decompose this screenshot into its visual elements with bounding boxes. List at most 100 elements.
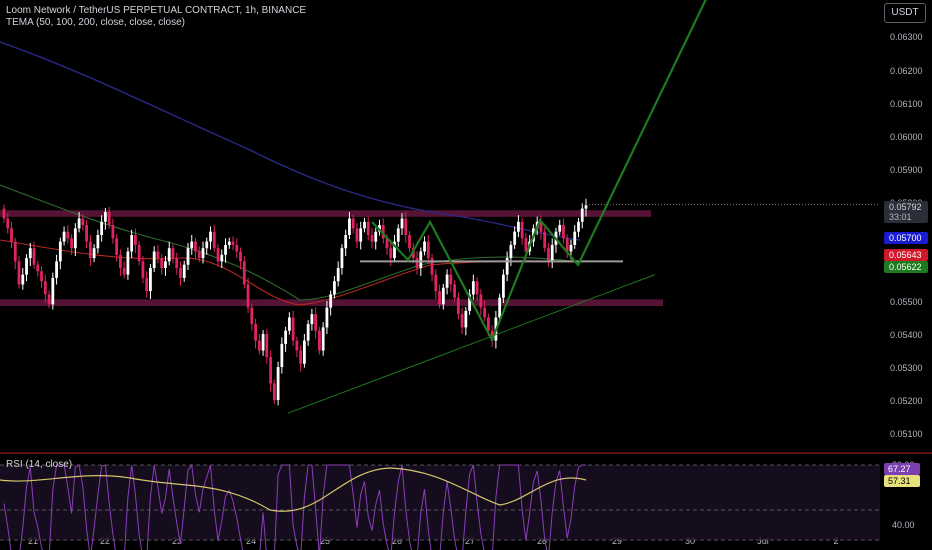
candle-body [17,261,21,285]
candle-body [344,235,348,249]
candle-body [415,258,419,268]
candle-body [584,205,588,209]
price-tick-label: 0.06100 [890,99,923,109]
time-tick-label: 25 [320,536,330,546]
time-tick-label: 30 [685,536,695,546]
currency-button[interactable]: USDT [884,3,926,23]
candle-body [475,281,479,295]
countdown-label: 33:01 [889,212,912,222]
price-tag-value: 0.05792 [889,202,922,212]
candle-body [351,218,355,229]
candle-body [122,268,126,275]
candle-body [205,241,209,249]
candle-body [295,340,299,351]
candle-body [115,238,119,255]
candle-body [318,330,321,351]
candle-body [370,235,374,242]
candle-body [152,251,156,268]
candle-body [242,261,246,285]
candle-body [336,268,340,282]
candle-body [96,235,100,249]
candle-body [464,310,468,328]
candle-body [471,281,475,295]
price-tag-bg [884,201,928,223]
tema-mid-line [0,184,581,301]
candle-body [246,284,250,308]
candle-body [419,251,423,268]
candle-body [254,324,257,341]
candle-body [25,258,28,275]
candle-body [302,340,306,364]
candle-body [565,238,569,252]
candle-body [483,307,487,318]
candle-body [227,241,231,245]
candle-body [171,248,175,259]
candle-body [182,264,186,278]
price-tag-bg [884,232,928,244]
candle-body [460,314,464,328]
candle-body [160,258,164,268]
time-tick-label: 2 [833,536,838,546]
rsi-tag-value: 67.27 [888,464,911,474]
candle-body [134,235,137,245]
candle-body [299,350,303,364]
candle-body [404,218,408,235]
candle-body [10,228,13,242]
candle-body [543,231,547,249]
candle-body [13,241,17,262]
candle-body [381,225,385,239]
candle-body [539,221,543,232]
rsi-line [3,463,586,550]
candle-body [111,225,115,239]
candle-body [28,248,32,259]
time-tick-label: 24 [246,536,256,546]
candle-body [520,221,524,239]
candle-body [231,241,235,245]
time-tick-label: 26 [392,536,402,546]
candle-body [389,248,393,259]
candle-body [88,241,92,259]
candle-body [272,383,276,400]
candle-body [167,248,171,262]
projection-zigzag [371,0,707,343]
candle-body [261,334,265,351]
candle-body [524,238,528,252]
candle-body [250,307,254,325]
candle-body [235,244,239,252]
candle-body [434,274,438,292]
price-tick-label: 0.05500 [890,297,923,307]
candle-body [6,218,10,229]
time-tick-label: 29 [612,536,622,546]
candle-body [126,251,130,275]
time-tick-label: 28 [537,536,547,546]
candle-body [130,235,134,252]
candle-body [287,317,291,331]
candle-body [194,241,197,252]
candle-body [509,244,513,259]
candle-body [325,307,329,328]
candle-body [36,264,40,272]
candle-body [145,277,149,292]
candle-body [580,208,584,222]
price-tick-label: 0.05100 [890,429,923,439]
candle-body [81,218,85,226]
indicator-legend: TEMA (50, 100, 200, close, close, close) [6,17,185,28]
candle-body [2,208,6,219]
candle-body [456,297,460,315]
candle-body [505,258,509,275]
candle-body [21,274,25,285]
candle-body [216,248,220,262]
candle-body [119,254,122,268]
candle-body [58,241,62,262]
candle-body [73,228,77,249]
candle-body [498,297,502,318]
candle-body [396,228,400,242]
candle-body [62,231,66,242]
candle-body [408,235,411,249]
candle-body [501,274,505,298]
rsi-tick-label: 40.00 [892,520,915,530]
candle-body [453,284,456,298]
rsi-tag-value: 57.31 [888,476,911,486]
price-tick-label: 0.06000 [890,132,923,142]
